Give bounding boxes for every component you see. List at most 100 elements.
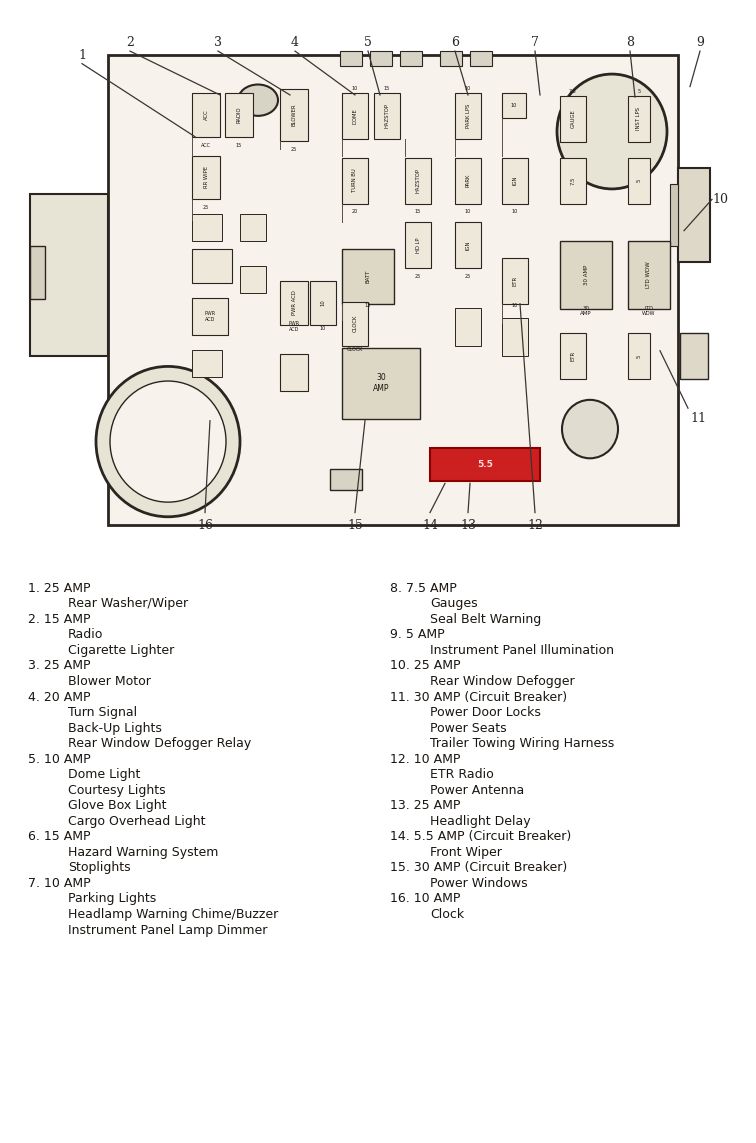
Text: 12: 12 (527, 519, 543, 531)
Text: 10: 10 (352, 86, 358, 91)
Text: 7.5: 7.5 (571, 176, 575, 185)
Bar (560, 333, 586, 379)
Text: 11. 30 AMP (Circuit Breaker): 11. 30 AMP (Circuit Breaker) (390, 690, 567, 704)
Text: 25: 25 (203, 206, 209, 210)
Bar (628, 333, 650, 379)
Text: PARK LPS: PARK LPS (466, 104, 470, 128)
Text: 5. 10 AMP: 5. 10 AMP (28, 753, 91, 766)
Text: Power Door Locks: Power Door Locks (430, 706, 541, 719)
Bar (502, 93, 526, 118)
Bar (342, 158, 368, 203)
Text: HAZSTOP: HAZSTOP (416, 168, 420, 193)
Circle shape (110, 381, 226, 502)
Text: 7.5: 7.5 (569, 89, 577, 95)
Bar (30, 194, 108, 355)
Text: 5: 5 (637, 89, 640, 95)
Text: Cargo Overhead Light: Cargo Overhead Light (68, 815, 206, 828)
Bar (455, 93, 481, 138)
Text: Cigarette Lighter: Cigarette Lighter (68, 644, 174, 657)
Text: 10. 25 AMP: 10. 25 AMP (390, 660, 460, 672)
Text: Glove Box Light: Glove Box Light (68, 799, 166, 813)
Text: 10: 10 (320, 327, 326, 331)
Bar (342, 302, 368, 345)
Bar (310, 281, 336, 325)
Text: Rear Washer/Wiper: Rear Washer/Wiper (68, 598, 188, 610)
Text: RADIO: RADIO (237, 106, 241, 123)
Bar (192, 249, 232, 282)
Bar (342, 249, 394, 304)
Bar (400, 51, 422, 65)
Text: LTD
WDW: LTD WDW (643, 305, 655, 317)
Bar (670, 184, 678, 247)
Text: Gauges: Gauges (430, 598, 478, 610)
Bar (502, 158, 528, 203)
Text: Power Windows: Power Windows (430, 877, 528, 890)
Bar (192, 155, 220, 199)
Circle shape (562, 400, 618, 458)
Text: Courtesy Lights: Courtesy Lights (68, 784, 166, 797)
Text: CLOCK: CLOCK (352, 315, 358, 333)
Bar (240, 214, 266, 241)
Text: 16: 16 (197, 519, 213, 531)
Bar (280, 89, 308, 141)
Text: DOME: DOME (352, 107, 358, 123)
Ellipse shape (238, 85, 278, 115)
Bar (470, 51, 492, 65)
Text: 15: 15 (236, 143, 242, 147)
Circle shape (96, 367, 240, 517)
Text: Back-Up Lights: Back-Up Lights (68, 721, 162, 735)
Text: 10: 10 (465, 209, 471, 215)
Text: GAUGE: GAUGE (571, 110, 575, 128)
Bar (370, 51, 392, 65)
Text: 8: 8 (626, 37, 634, 49)
Text: TURN BU: TURN BU (352, 169, 358, 192)
Text: 13: 13 (460, 519, 476, 531)
Text: Parking Lights: Parking Lights (68, 893, 156, 905)
Text: Radio: Radio (68, 629, 104, 641)
Bar (680, 333, 708, 379)
Text: 13: 13 (365, 303, 371, 309)
Text: 9: 9 (696, 37, 704, 49)
Text: HAZSTOP: HAZSTOP (385, 103, 389, 128)
Text: 13. 25 AMP: 13. 25 AMP (390, 799, 460, 813)
Text: 15: 15 (347, 519, 363, 531)
Text: 3: 3 (214, 37, 222, 49)
Text: 1. 25 AMP: 1. 25 AMP (28, 582, 91, 594)
Text: ETR: ETR (513, 275, 518, 286)
Text: 6: 6 (451, 37, 459, 49)
Text: 14: 14 (422, 519, 438, 531)
Bar (108, 55, 678, 525)
Text: PWR
ACD: PWR ACD (289, 321, 299, 333)
Bar (678, 168, 710, 262)
Text: 15. 30 AMP (Circuit Breaker): 15. 30 AMP (Circuit Breaker) (390, 862, 567, 874)
Text: 30 AMP: 30 AMP (584, 265, 588, 286)
Text: 5: 5 (637, 354, 642, 358)
Bar (455, 158, 481, 203)
Text: 5.5: 5.5 (477, 461, 493, 469)
Text: Front Wiper: Front Wiper (430, 846, 502, 858)
Text: 4: 4 (291, 37, 299, 49)
Text: ACC: ACC (203, 110, 209, 120)
Text: 5: 5 (637, 179, 642, 182)
Bar (192, 214, 222, 241)
Text: CLOCK: CLOCK (347, 347, 363, 352)
Bar (330, 469, 362, 489)
Bar (340, 51, 362, 65)
Text: PWR ACD: PWR ACD (292, 290, 296, 315)
Text: Stoplights: Stoplights (68, 862, 131, 874)
Text: 30
AMP: 30 AMP (373, 374, 389, 393)
Text: PARK: PARK (466, 174, 470, 187)
Text: 8. 7.5 AMP: 8. 7.5 AMP (390, 582, 457, 594)
Text: Rear Window Defogger Relay: Rear Window Defogger Relay (68, 737, 251, 750)
Bar (455, 307, 481, 345)
Bar (30, 247, 45, 298)
Text: Headlight Delay: Headlight Delay (430, 815, 531, 828)
Text: Instrument Panel Lamp Dimmer: Instrument Panel Lamp Dimmer (68, 924, 268, 936)
Bar (628, 96, 650, 142)
Bar (240, 266, 266, 294)
Text: Clock: Clock (430, 908, 464, 921)
Text: 2: 2 (126, 37, 134, 49)
Text: Rear Window Defogger: Rear Window Defogger (430, 676, 575, 688)
Text: INST LPS: INST LPS (637, 107, 642, 130)
Text: RR WIPE: RR WIPE (203, 167, 209, 189)
